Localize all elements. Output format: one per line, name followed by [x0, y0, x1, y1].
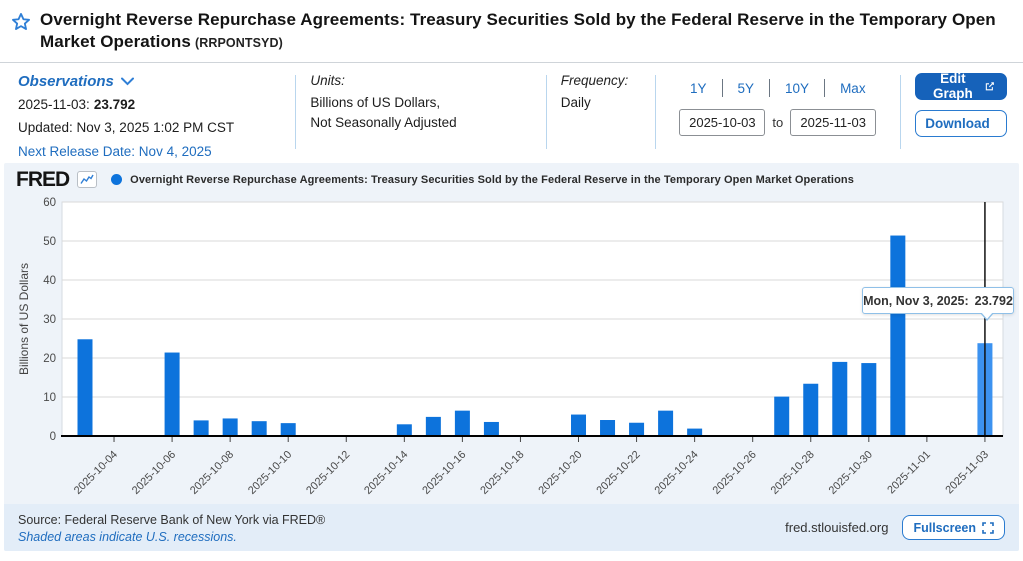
latest-value: 23.792 [93, 96, 136, 112]
observations-dropdown[interactable]: Observations [18, 73, 134, 90]
edit-icon [985, 82, 994, 91]
svg-text:2025-10-08: 2025-10-08 [188, 449, 236, 497]
legend-marker-icon [111, 174, 123, 185]
fred-logo[interactable]: FRED [16, 168, 70, 191]
svg-text:60: 60 [43, 197, 56, 209]
range-links: 1Y 5Y 10Y Max [687, 79, 869, 98]
fred-logo-chart-icon [77, 171, 98, 188]
meta-row: Observations 2025-11-03: 23.792 Updated: … [0, 63, 1023, 160]
source-text: Source: Federal Reserve Bank of New York… [18, 513, 326, 528]
fullscreen-icon [982, 521, 994, 534]
source-block: Source: Federal Reserve Bank of New York… [18, 511, 325, 543]
range-separator [721, 79, 723, 98]
fullscreen-label: Fullscreen [913, 520, 976, 535]
header-divider [0, 61, 1023, 63]
meta-divider [295, 74, 297, 149]
range-1y[interactable]: 1Y [690, 80, 707, 96]
svg-text:20: 20 [43, 353, 56, 365]
svg-text:2025-11-03: 2025-11-03 [943, 449, 991, 497]
range-selector-block: 1Y 5Y 10Y Max to [656, 73, 900, 151]
chart-body: 0 10 20 30 40 50 60 2025-10-04 2025-10-06 2025-10… [4, 192, 1019, 504]
chart-header: FRED Overnight Reverse Repurchase Agreem… [4, 163, 1019, 192]
chart-footer: Source: Federal Reserve Bank of New York… [4, 504, 1019, 551]
observations-label: Observations [18, 72, 114, 90]
svg-text:2025-10-14: 2025-10-14 [362, 449, 410, 497]
meta-divider [900, 74, 902, 149]
units-block: Units: Billions of US Dollars, Not Seaso… [296, 73, 545, 151]
svg-text:2025-10-16: 2025-10-16 [420, 449, 468, 497]
download-button[interactable]: Download [915, 109, 1008, 137]
frequency-value: Daily [560, 94, 591, 110]
svg-text:2025-10-22: 2025-10-22 [594, 449, 642, 497]
meta-divider [654, 74, 656, 149]
units-label: Units: [310, 72, 345, 88]
svg-text:Billions of US Dollars: Billions of US Dollars [17, 263, 31, 375]
svg-text:2025-10-12: 2025-10-12 [304, 449, 352, 497]
footer-right: fred.stlouisfed.org Fullscreen [785, 515, 1005, 540]
actions-block: Edit Graph Download [901, 71, 1023, 151]
series-id: (RRPONTSYD) [194, 36, 283, 51]
latest-observation: 2025-11-03: 23.792 [18, 96, 136, 112]
frequency-label: Frequency: [560, 72, 629, 88]
units-value-1: Billions of US Dollars, [310, 94, 441, 110]
next-release-link[interactable]: Next Release Date: Nov 4, 2025 [18, 144, 212, 159]
svg-text:2025-10-26: 2025-10-26 [711, 449, 759, 497]
svg-text:10: 10 [43, 392, 56, 404]
end-date-input[interactable] [790, 108, 877, 136]
range-10y[interactable]: 10Y [785, 80, 810, 96]
chevron-down-icon [120, 77, 134, 86]
chart-legend-title: Overnight Reverse Repurchase Agreements:… [130, 173, 854, 186]
updated-timestamp: Updated: Nov 3, 2025 1:02 PM CST [18, 120, 235, 136]
svg-text:2025-10-06: 2025-10-06 [130, 449, 178, 497]
range-separator [824, 79, 826, 98]
tooltip-caret-fill [981, 312, 993, 319]
svg-text:2025-10-18: 2025-10-18 [478, 449, 526, 497]
recessions-note-link[interactable]: Shaded areas indicate U.S. recessions. [18, 529, 237, 544]
range-5y[interactable]: 5Y [737, 80, 755, 96]
svg-text:2025-11-01: 2025-11-01 [885, 449, 933, 497]
svg-text:2025-10-30: 2025-10-30 [827, 449, 875, 497]
date-range-to-label: to [772, 114, 784, 130]
meta-divider [545, 74, 547, 149]
svg-text:30: 30 [43, 314, 56, 326]
range-max[interactable]: Max [840, 80, 866, 96]
page-header: Overnight Reverse Repurchase Agreements:… [0, 0, 1023, 62]
date-range-row: to [679, 108, 877, 136]
start-date-input[interactable] [679, 108, 766, 136]
units-value-2: Not Seasonally Adjusted [310, 115, 457, 131]
frequency-block: Frequency: Daily [547, 73, 655, 151]
svg-text:2025-10-24: 2025-10-24 [652, 449, 700, 497]
page-title: Overnight Reverse Repurchase Agreements:… [40, 10, 996, 52]
favorite-star-icon[interactable] [10, 11, 32, 33]
svg-text:2025-10-04: 2025-10-04 [72, 449, 120, 497]
fullscreen-button[interactable]: Fullscreen [902, 515, 1005, 540]
svg-text:50: 50 [43, 236, 56, 248]
site-url: fred.stlouisfed.org [785, 520, 889, 535]
edit-graph-button[interactable]: Edit Graph [915, 71, 1008, 102]
svg-text:2025-10-20: 2025-10-20 [536, 449, 584, 497]
chart-panel: FRED Overnight Reverse Repurchase Agreem… [4, 163, 1019, 551]
observations-block: Observations 2025-11-03: 23.792 Updated: … [0, 73, 295, 159]
svg-text:2025-10-28: 2025-10-28 [769, 449, 817, 497]
tooltip-value: 23.792 [974, 293, 1013, 308]
chart-tooltip: Mon, Nov 3, 2025: 23.792 [862, 287, 1014, 321]
range-separator [769, 79, 771, 98]
svg-text:2025-10-10: 2025-10-10 [246, 449, 294, 497]
tooltip-date: Mon, Nov 3, 2025: [863, 293, 969, 308]
download-label: Download [925, 115, 990, 131]
edit-graph-label: Edit Graph [932, 71, 973, 102]
svg-text:0: 0 [50, 431, 56, 443]
svg-text:40: 40 [43, 275, 56, 287]
